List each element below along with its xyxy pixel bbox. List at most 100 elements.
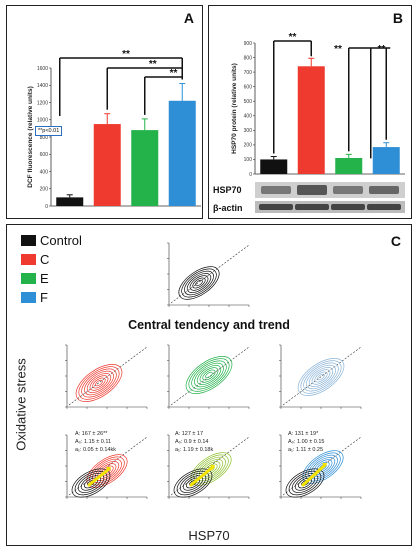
density-contour [84,370,114,396]
panel-c: C Control C E F Central tendency and tre… [6,224,412,546]
density-contour [302,450,344,484]
control-contour [71,468,111,498]
y-tick-label: 800 [244,55,253,61]
shift-arrow-head [210,465,215,469]
blot-band [259,204,293,210]
y-tick-label: 1000 [37,118,48,124]
stat-line: A: 167 ± 26** [75,431,108,437]
blot-label-hsp70: HSP70 [213,185,242,195]
trend-line [170,244,250,304]
y-tick-label: 100 [244,157,253,163]
y-tick-label: 900 [244,41,253,47]
density-contour [192,277,206,289]
density-contour [78,366,120,400]
density-contour [189,275,209,291]
density-contour [314,371,328,383]
density-contour [178,266,220,300]
stat-line: a₁: 1.11 ± 0.25 [288,447,324,453]
control-contour [294,475,316,491]
legend: Control C E F [21,233,111,313]
density-contour [306,364,336,390]
blot-band [333,186,363,194]
y-tick-label: 500 [244,99,253,105]
y-axis-title: HSP70 protein (relative units) [231,63,238,154]
contour-plots [65,242,362,499]
control-contour [77,473,105,493]
blot-band [295,204,329,210]
density-contour [89,375,109,391]
chart-a: 0 200 400 600 800 1000 1200 1400 1600 DCF fluores… [27,49,201,210]
trend-line [68,346,148,406]
density-contour [205,371,213,379]
y-tick-label: 0 [45,204,48,210]
trend-line [170,436,250,496]
legend-item-c: C [21,252,49,267]
panel-c-letter: C [390,233,401,249]
bar-e [131,130,159,206]
density-contour [308,367,334,387]
legend-swatch [21,235,36,246]
density-contour [195,279,203,287]
y-tick-label: 800 [40,135,49,141]
trend-line [170,346,250,406]
control-contour [285,468,325,498]
control-contour [74,470,108,496]
legend-item-e: E [21,271,49,286]
density-contour [185,356,233,394]
density-contour [95,379,103,387]
y-tick-label: 0 [249,172,252,178]
density-contour [188,358,230,392]
blot-band [367,204,401,210]
control-contour [288,470,322,496]
bar-f [168,100,196,206]
blot-band [369,186,399,194]
stat-line: A: 131 ± 19* [288,431,319,437]
blot-band [261,186,291,194]
shift-arrow [189,465,215,487]
stat-line: A₀: 1.15 ± 0.11 [75,439,112,445]
density-contour [86,373,112,393]
legend-label: C [40,252,50,267]
control-contour [176,470,210,496]
stats-c: A: 167 ± 26** A₀: 1.15 ± 0.11 a₁: 0.05 ±… [75,430,116,454]
stat-line: A₀: 1.00 ± 0.15 [288,439,325,445]
significance-label: ** [289,32,297,43]
trend-line [68,436,148,496]
y-axis-title: DCF fluorescence (relative units) [27,86,34,188]
y-tick-label: 300 [244,128,253,134]
y-tick-label: 700 [244,70,253,76]
control-contour [173,468,213,498]
density-contour [199,367,219,383]
stats-e: A: 127 ± 17 A₀: 0.9 ± 0.14 a₁: 1.19 ± 0.… [175,430,213,454]
y-tick-label: 200 [244,143,253,149]
y-tick-label: 1200 [37,100,48,106]
density-contour [181,268,217,298]
y-tick-label: 400 [244,114,253,120]
significance-label: ** [334,44,342,55]
density-contour [303,362,339,392]
density-contour [202,369,216,381]
panel-b-letter: B [392,10,403,26]
density-contour [317,373,325,381]
y-tick-label: 200 [40,187,49,193]
shift-arrow-head [322,463,327,467]
density-contour [184,270,214,296]
bar-f [372,147,400,174]
y-tick-label: 1600 [37,66,48,72]
western-blot-actin [255,201,405,213]
stat-line: A₀: 0.9 ± 0.14 [175,439,209,445]
shift-arrow [87,467,111,487]
blot-band [331,204,365,210]
density-contour [75,364,123,402]
trend-line [282,436,362,496]
control-contour [179,473,207,493]
blot-band [297,185,327,195]
shift-arrow [301,463,327,487]
stats-f: A: 131 ± 19* A₀: 1.00 ± 0.15 a₁: 1.11 ± … [288,430,325,454]
legend-swatch [21,273,36,284]
legend-label: E [40,271,49,286]
shift-arrow-head [106,467,111,471]
western-blot-hsp70 [255,182,405,198]
panel-b: B 0 100 200 300 400 500 600 700 800 900 HSP70 prot… [208,5,412,219]
blot-label-actin: β-actin [213,203,243,213]
